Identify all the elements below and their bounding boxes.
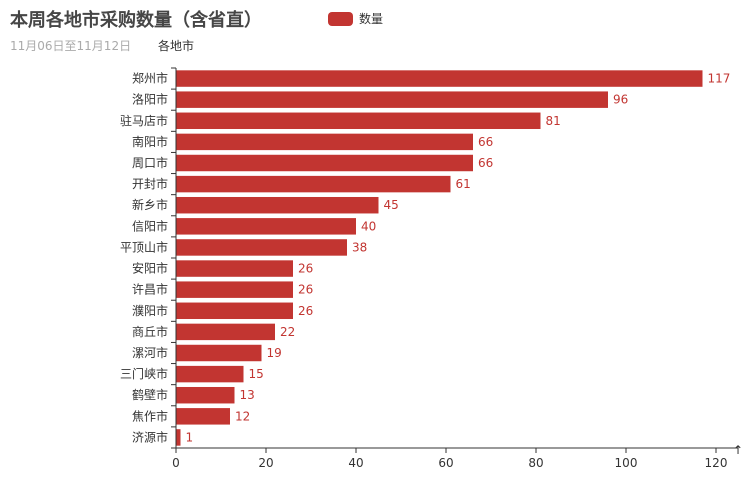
data-label: 26 (298, 304, 313, 318)
bar (176, 154, 473, 172)
bar (176, 386, 235, 404)
bar (176, 323, 275, 341)
data-label: 81 (546, 114, 561, 128)
data-label: 13 (240, 388, 255, 402)
y-tick-label: 南阳市 (132, 134, 168, 149)
y-tick-label: 驻马店市 (120, 113, 168, 128)
bar (176, 302, 293, 320)
y-tick-label: 鹤壁市 (132, 387, 168, 402)
x-tick-label: 0 (172, 456, 180, 470)
bar (176, 260, 293, 277)
bar (176, 281, 293, 298)
bar (176, 175, 451, 193)
y-tick-label: 焦作市 (132, 408, 168, 423)
y-tick-label: 郑州市 (132, 71, 168, 86)
y-tick-label: 信阳市 (132, 218, 168, 233)
bar (176, 70, 703, 87)
x-tick-label: 100 (615, 456, 638, 470)
x-tick-label: 40 (348, 456, 363, 470)
data-label: 26 (298, 262, 313, 276)
bar (176, 91, 608, 108)
y-tick-label: 新乡市 (132, 197, 168, 212)
y-tick-label: 济源市 (132, 429, 168, 444)
data-label: 61 (456, 177, 471, 191)
bar (176, 239, 347, 256)
bar (176, 365, 244, 383)
data-label: 19 (267, 346, 282, 360)
data-label: 26 (298, 283, 313, 297)
y-axis-label: 各地市 (158, 38, 194, 53)
data-label: 15 (249, 367, 264, 381)
data-label: 96 (613, 93, 628, 107)
bar (176, 133, 473, 151)
y-tick-label: 漯河市 (132, 345, 168, 360)
data-label: 38 (352, 240, 367, 254)
y-tick-label: 周口市 (132, 155, 168, 170)
bar (176, 112, 541, 130)
y-tick-label: 洛阳市 (132, 92, 168, 107)
chart-title: 本周各地市采购数量（含省直） (10, 10, 262, 31)
y-tick-label: 三门峡市 (120, 366, 168, 381)
bar (176, 218, 356, 235)
x-axis-arrow: ↑ (733, 443, 743, 457)
y-tick-label: 开封市 (132, 176, 168, 191)
x-tick-label: 120 (705, 456, 728, 470)
data-label: 1 (186, 430, 194, 444)
legend-swatch (328, 11, 353, 26)
data-label: 45 (384, 198, 399, 212)
legend-label: 数量 (359, 12, 384, 26)
data-label: 40 (361, 219, 376, 233)
y-tick-label: 安阳市 (132, 261, 168, 276)
x-tick-label: 80 (528, 456, 543, 470)
data-label: 117 (708, 72, 731, 86)
data-label: 22 (280, 325, 295, 339)
y-tick-label: 平顶山市 (120, 239, 168, 254)
x-tick-label: 60 (438, 456, 453, 470)
y-tick-label: 许昌市 (132, 282, 168, 297)
y-tick-label: 濮阳市 (132, 303, 168, 318)
bar (176, 196, 379, 214)
legend[interactable]: 数量 (328, 10, 383, 27)
bar (176, 408, 230, 425)
data-label: 66 (478, 135, 493, 149)
data-label: 66 (478, 156, 493, 170)
y-tick-label: 商丘市 (132, 324, 168, 339)
x-tick-label: 20 (258, 456, 273, 470)
bar (176, 429, 181, 446)
bar (176, 344, 262, 362)
data-label: 12 (235, 409, 250, 423)
chart-subtitle: 11月06日至11月12日 (10, 39, 132, 53)
